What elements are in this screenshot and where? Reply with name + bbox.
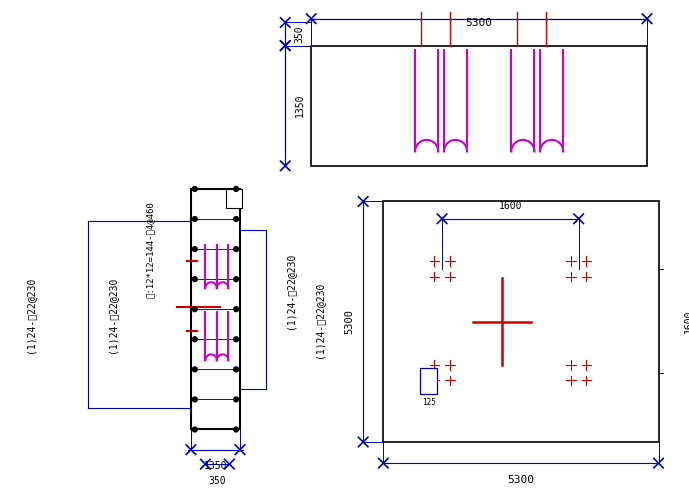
Circle shape [192, 427, 197, 432]
Text: 1600: 1600 [499, 201, 522, 211]
Text: 1350: 1350 [204, 461, 227, 471]
Circle shape [234, 217, 238, 222]
Text: 5300: 5300 [466, 18, 493, 28]
Circle shape [192, 397, 197, 402]
Circle shape [234, 337, 238, 342]
Bar [420, 368, 438, 394]
Text: (1)24-筅22@230: (1)24-筅22@230 [285, 252, 295, 329]
Circle shape [234, 186, 238, 191]
Circle shape [192, 337, 197, 342]
Text: 5300: 5300 [344, 309, 355, 334]
Text: 125: 125 [422, 398, 435, 407]
Circle shape [192, 367, 197, 372]
Text: (1)24-筅22@230: (1)24-筅22@230 [107, 276, 117, 353]
Circle shape [192, 247, 197, 251]
Bar [311, 46, 647, 166]
Text: 5300: 5300 [508, 475, 535, 485]
Bar [225, 189, 242, 208]
Circle shape [234, 307, 238, 312]
Circle shape [192, 277, 197, 282]
Text: 350: 350 [295, 25, 305, 43]
Text: 350: 350 [209, 476, 226, 486]
Text: 1600: 1600 [684, 309, 689, 332]
Text: ③:12*12=144-筅4@460: ③:12*12=144-筅4@460 [146, 201, 155, 298]
Circle shape [234, 427, 238, 432]
Circle shape [234, 277, 238, 282]
Text: 1350: 1350 [295, 94, 305, 117]
Circle shape [192, 307, 197, 312]
Bar [191, 189, 240, 429]
Circle shape [234, 247, 238, 251]
Text: (1)24-筅22@230: (1)24-筅22@230 [314, 281, 324, 357]
Bar [383, 201, 659, 442]
Circle shape [234, 397, 238, 402]
Circle shape [192, 186, 197, 191]
Circle shape [234, 367, 238, 372]
Text: (1)24-筅22@230: (1)24-筅22@230 [25, 276, 35, 353]
Circle shape [192, 217, 197, 222]
